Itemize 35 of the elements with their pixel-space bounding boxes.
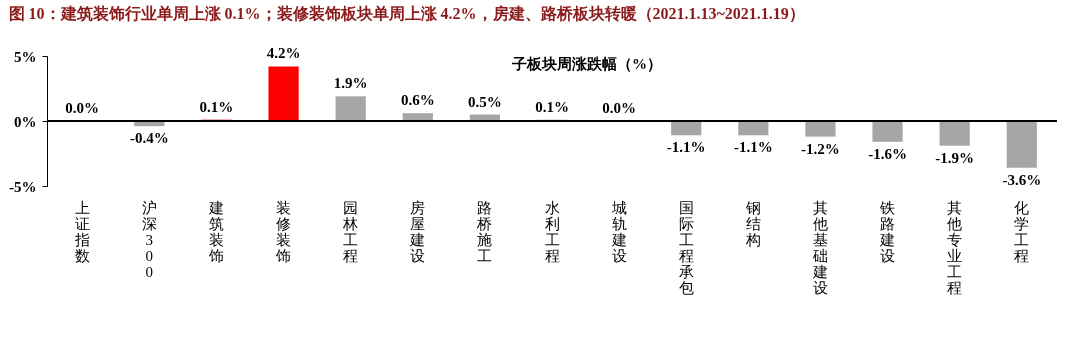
x-tick-label: 水利工程 [544,199,560,264]
x-tick-label: 化学工程 [1014,199,1030,264]
x-tick-label: 钢结构 [744,199,761,248]
data-label: 0.5% [468,93,502,110]
y-tick-label: 5% [14,48,37,65]
data-label: -1.1% [733,139,773,156]
x-tick-label: 国际工程承包 [678,199,694,296]
x-tick-label: 路桥施工 [476,199,493,264]
data-label: -1.2% [801,140,840,157]
x-tick-label: 上证指数 [73,199,90,264]
data-label: 0.0% [65,100,100,116]
x-tick-label: 房屋建设 [409,199,426,264]
x-tick-label: 建筑装饰 [207,199,224,264]
x-tick-label: 园林工程 [342,199,359,264]
data-label: 0.6% [400,92,435,109]
data-label: 0.1% [535,98,569,115]
data-label: 0.1% [199,98,234,115]
x-tick-label: 其他基础建设 [811,199,828,296]
x-tick-label: 城轨建设 [610,199,627,264]
annotation: 子板块周涨跌幅（%） [511,56,662,72]
y-tick-label: 0% [14,113,37,130]
data-label: -1.1% [666,139,706,156]
data-label: -1.6% [868,145,907,162]
x-tick-label: 其他专业工程 [947,199,963,296]
data-label: 0.0% [602,100,636,116]
y-tick-label: -5% [9,178,37,195]
x-tick-label: 装修装饰 [275,199,292,264]
data-label: 1.9% [333,75,368,92]
data-label: -3.6% [1002,171,1042,188]
data-label: 4.2% [266,45,301,62]
data-label: -0.4% [129,130,169,147]
x-tick-label: 沪深300 [141,199,157,280]
data-label: -1.9% [935,149,975,166]
chart-title: 图 10：建筑装饰行业单周上涨 0.1%；装修装饰板块单周上涨 4.2%，房建、路桥板块转暖（2021.1.13~2021.1.19） [8,4,805,24]
x-tick-label: 铁路建设 [879,199,896,264]
